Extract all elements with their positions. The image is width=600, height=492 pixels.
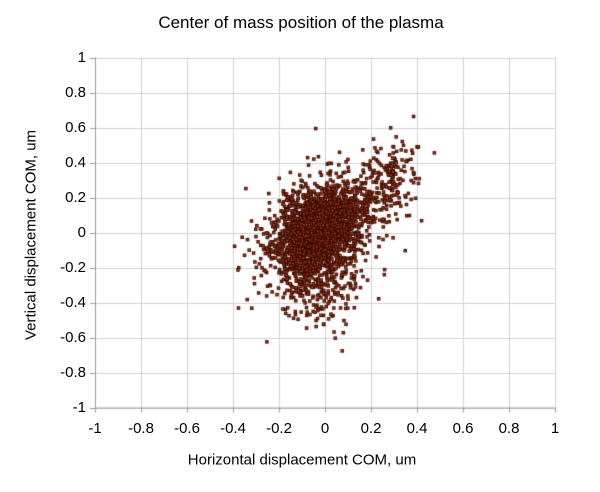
x-tick-label: -0.2 bbox=[266, 420, 292, 437]
y-tick-label: 0 bbox=[77, 223, 86, 241]
y-tick-label: 1 bbox=[77, 48, 86, 66]
x-tick-label: -0.8 bbox=[128, 420, 154, 437]
x-tick-label: 0 bbox=[320, 420, 330, 437]
y-tick-label: 0.8 bbox=[65, 83, 86, 101]
x-tick-label: -0.6 bbox=[174, 420, 200, 437]
y-tick-label: -0.2 bbox=[60, 258, 86, 276]
x-tick-label: 0.4 bbox=[406, 420, 428, 437]
y-tick-label: 0.2 bbox=[65, 188, 86, 206]
y-tick-label: -1 bbox=[72, 398, 86, 416]
x-tick-label: 1 bbox=[550, 420, 560, 437]
y-tick-label: 0.4 bbox=[65, 153, 86, 171]
x-tick-label: 0.6 bbox=[452, 420, 474, 437]
chart-title: Center of mass position of the plasma bbox=[158, 13, 444, 32]
y-tick-label: -0.8 bbox=[60, 363, 86, 381]
x-tick-label: -0.4 bbox=[220, 420, 246, 437]
x-axis-title: Horizontal displacement COM, um bbox=[187, 451, 417, 469]
x-tick-label: 0.8 bbox=[498, 420, 520, 437]
y-tick-label: -0.4 bbox=[60, 293, 86, 311]
x-tick-label: -1 bbox=[88, 420, 102, 437]
x-tick-label: 0.2 bbox=[360, 420, 382, 437]
y-tick-label: -0.6 bbox=[60, 328, 86, 346]
y-tick-label: 0.6 bbox=[65, 118, 86, 136]
